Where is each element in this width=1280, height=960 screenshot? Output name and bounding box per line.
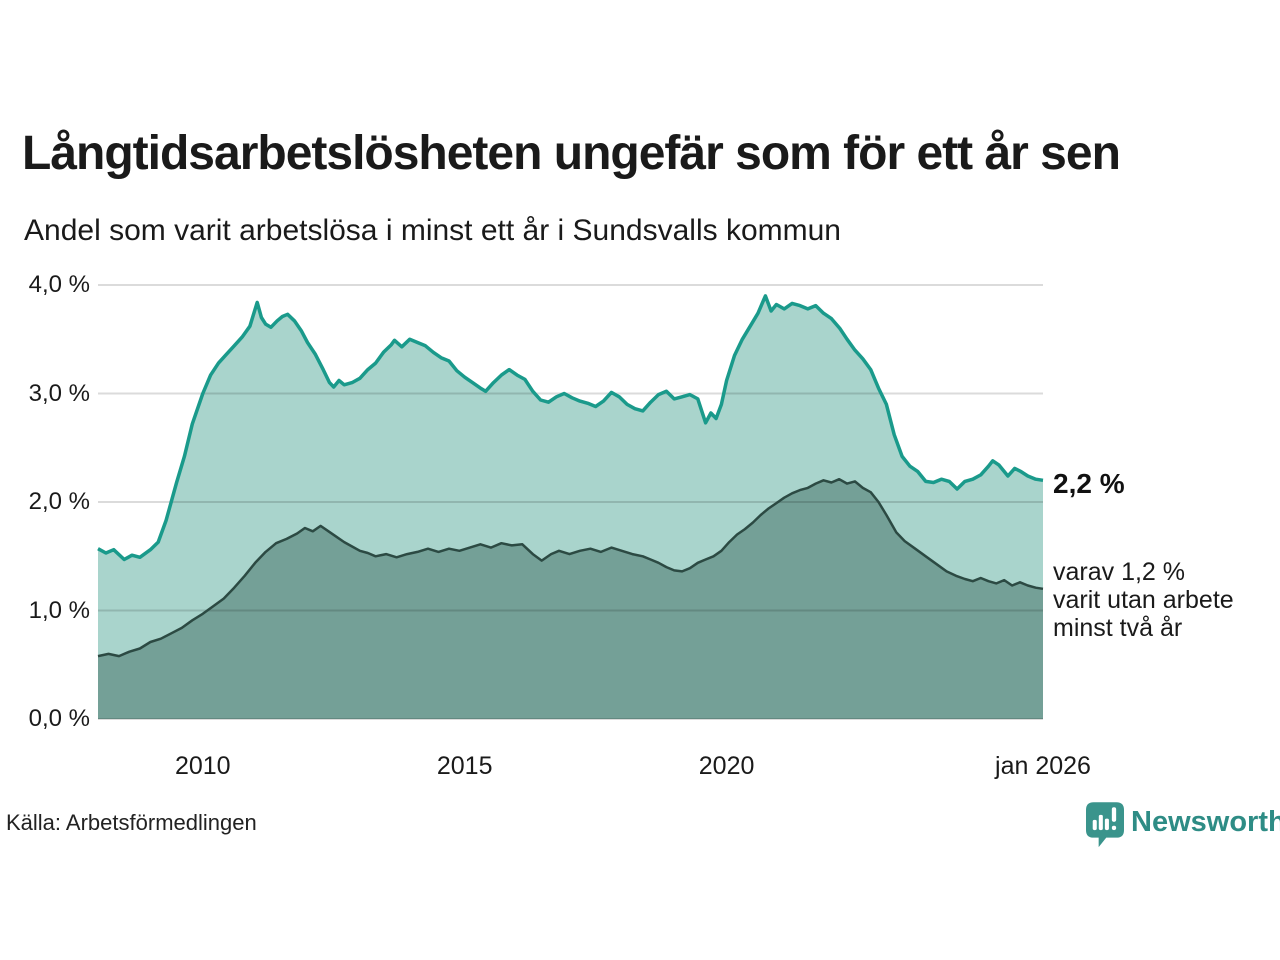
two-years-annotation-line3: minst två år bbox=[1053, 614, 1183, 642]
x-tick-label: jan 2026 bbox=[995, 752, 1091, 780]
two-years-annotation-line1: varav 1,2 % bbox=[1053, 558, 1186, 586]
y-tick-label: 2,0 % bbox=[28, 488, 90, 515]
latest-value-label: 2,2 % bbox=[1053, 468, 1125, 499]
line-total bbox=[97, 294, 1044, 562]
page-title: Långtidsarbetslösheten ungefär som för e… bbox=[22, 127, 1121, 180]
y-tick-label: 0,0 % bbox=[28, 705, 90, 732]
source-label: Källa: Arbetsförmedlingen bbox=[6, 810, 257, 835]
two-years-annotation: varav 1,2 % varit utan arbete minst två … bbox=[1053, 558, 1234, 642]
area-two-years-fill bbox=[98, 479, 1043, 719]
page-subtitle: Andel som varit arbetslösa i minst ett å… bbox=[24, 214, 841, 247]
gridlines bbox=[98, 284, 1043, 720]
x-tick-label: 2015 bbox=[436, 752, 493, 780]
x-tick-label: 2020 bbox=[698, 752, 755, 780]
newsworthy-bubble-icon bbox=[1086, 802, 1124, 848]
y-tick-label: 3,0 % bbox=[28, 379, 90, 407]
newsworthy-wordmark: Newsworthy bbox=[1131, 806, 1280, 838]
newsworthy-logo: Newsworthy bbox=[1086, 802, 1280, 852]
line-two-years bbox=[97, 477, 1044, 658]
y-tick-label: 4,0 % bbox=[28, 271, 90, 298]
y-tick-label: 1,0 % bbox=[28, 596, 90, 624]
two-years-annotation-line2: varit utan arbete bbox=[1053, 586, 1234, 614]
x-tick-label: 2010 bbox=[174, 752, 231, 780]
